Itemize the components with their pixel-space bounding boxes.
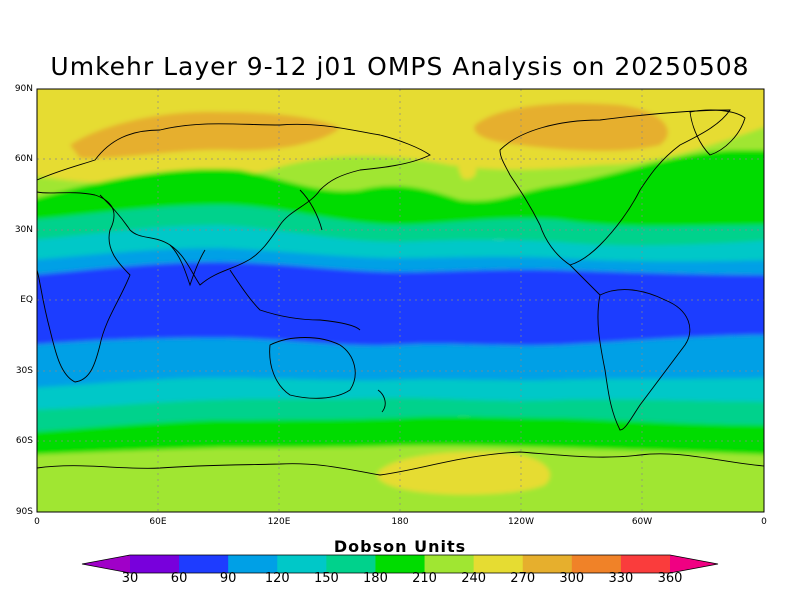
band-270-south (377, 451, 550, 495)
colorbar-swatch (424, 555, 475, 573)
colorbar-swatch (522, 555, 573, 573)
colorbar-tick-label: 60 (170, 571, 188, 586)
lon-label-60e: 60E (149, 517, 167, 527)
band-90-tropics (37, 262, 764, 346)
colorbar-outline (81, 554, 719, 574)
lon-label-0-left: 0 (34, 517, 40, 527)
coast-australia (269, 337, 356, 399)
lon-label-60w: 60W (631, 517, 653, 527)
colorbar-tick-label: 150 (313, 571, 339, 586)
band-180-south (37, 398, 764, 432)
coast-southeast-asia (229, 269, 361, 331)
coast-north-america (499, 109, 731, 266)
lon-label-120w: 120W (507, 517, 535, 527)
colorbar-tick-label: 330 (608, 571, 634, 586)
coast-south-america (597, 289, 691, 431)
band-120-south (37, 335, 764, 388)
colorbar-tick-label: 120 (264, 571, 290, 586)
gridlines (37, 89, 764, 512)
colorbar-swatch (375, 555, 426, 573)
band-300-north-a (70, 111, 340, 159)
colorbar-swatch (179, 555, 229, 573)
band-150-south (37, 378, 764, 410)
coast-central-america (569, 264, 601, 296)
map-border (36, 88, 765, 513)
coast-antarctica (37, 451, 764, 476)
colorbar-swatch (277, 555, 327, 573)
band-270-north-blob (458, 163, 477, 180)
band-150-north (37, 225, 764, 262)
colorbar-swatch (130, 555, 180, 573)
lat-label-eq: EQ (20, 295, 33, 305)
colorbar-tick-label: 30 (121, 571, 139, 586)
colorbar-swatch (571, 555, 622, 573)
lat-label-30s: 30S (15, 366, 33, 376)
colorbar-swatch (326, 555, 376, 573)
colorbar-swatch-high-extend (670, 555, 718, 573)
colorbar-swatch (620, 555, 671, 573)
colorbar-swatch-low-extend (82, 555, 130, 573)
band-210-south (37, 416, 764, 455)
band-300-north-b (474, 103, 668, 151)
colorbar-tick-label: 180 (363, 571, 388, 586)
colorbar-tick-label: 270 (510, 571, 536, 586)
lon-label-180: 180 (391, 517, 409, 527)
colorbar-title: Dobson Units (333, 537, 467, 556)
lat-label-90n: 90N (14, 84, 33, 94)
lat-label-60s: 60S (15, 436, 33, 446)
chart-title: Umkehr Layer 9-12 j01 OMPS Analysis on 2… (50, 52, 750, 81)
coast-eurasia (37, 123, 431, 286)
colorbar-tick-label: 90 (219, 571, 237, 586)
colorbar-tick-label: 210 (412, 571, 437, 586)
lon-label-120e: 120E (267, 517, 291, 527)
band-120-north (37, 248, 764, 275)
coast-new-zealand (377, 389, 386, 413)
band-210-north (37, 150, 764, 227)
colorbar-tick-label: 360 (657, 571, 683, 586)
colorbar-swatch (228, 555, 278, 573)
coastlines (37, 109, 764, 476)
colorbar-swatch (473, 555, 524, 573)
lat-label-30n: 30N (14, 225, 33, 235)
ozone-field (37, 89, 764, 512)
band-180-north (37, 205, 764, 246)
coast-india (169, 244, 206, 287)
coast-japan (299, 189, 323, 231)
lat-label-90s: 90S (15, 507, 33, 517)
lon-label-0-right: 0 (761, 517, 767, 527)
colorbar (81, 554, 719, 574)
colorbar-tick-label: 240 (461, 571, 487, 586)
coast-africa (37, 191, 131, 383)
coast-greenland (689, 109, 746, 156)
colorbar-tick-label: 300 (559, 571, 585, 586)
lat-label-60n: 60N (14, 154, 33, 164)
